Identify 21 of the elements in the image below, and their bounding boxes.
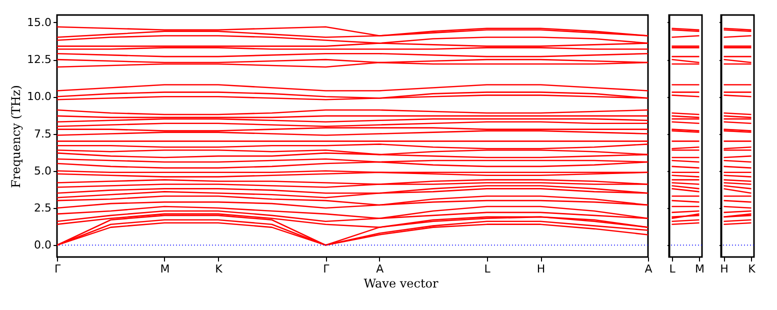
x-tick-label: K [748, 262, 756, 276]
y-tick-label: 2.5 [34, 202, 52, 215]
y-tick-label: 12.5 [27, 53, 52, 66]
x-tick-label: H [536, 262, 546, 276]
y-tick-label: 7.5 [34, 127, 52, 140]
y-axis-title: Frequency (THz) [9, 85, 24, 188]
x-tick-label: A [376, 262, 384, 276]
x-tick-label: K [215, 262, 224, 276]
x-tick-label: M [160, 262, 170, 276]
y-tick-label: 5.0 [34, 164, 52, 178]
x-tick-label: L [669, 262, 676, 276]
x-tick-label: M [695, 262, 704, 276]
x-tick-label: Γ [323, 262, 330, 276]
x-tick-label: L [484, 262, 492, 276]
x-axis-title: Wave vector [364, 276, 439, 290]
x-tick-label: Γ [54, 262, 62, 276]
x-tick-label: A [644, 262, 653, 276]
y-tick-label: 10.0 [27, 90, 52, 104]
y-tick-label: 15.0 [27, 16, 52, 29]
x-tick-label: H [720, 262, 728, 276]
y-tick-label: 0.0 [34, 238, 52, 252]
